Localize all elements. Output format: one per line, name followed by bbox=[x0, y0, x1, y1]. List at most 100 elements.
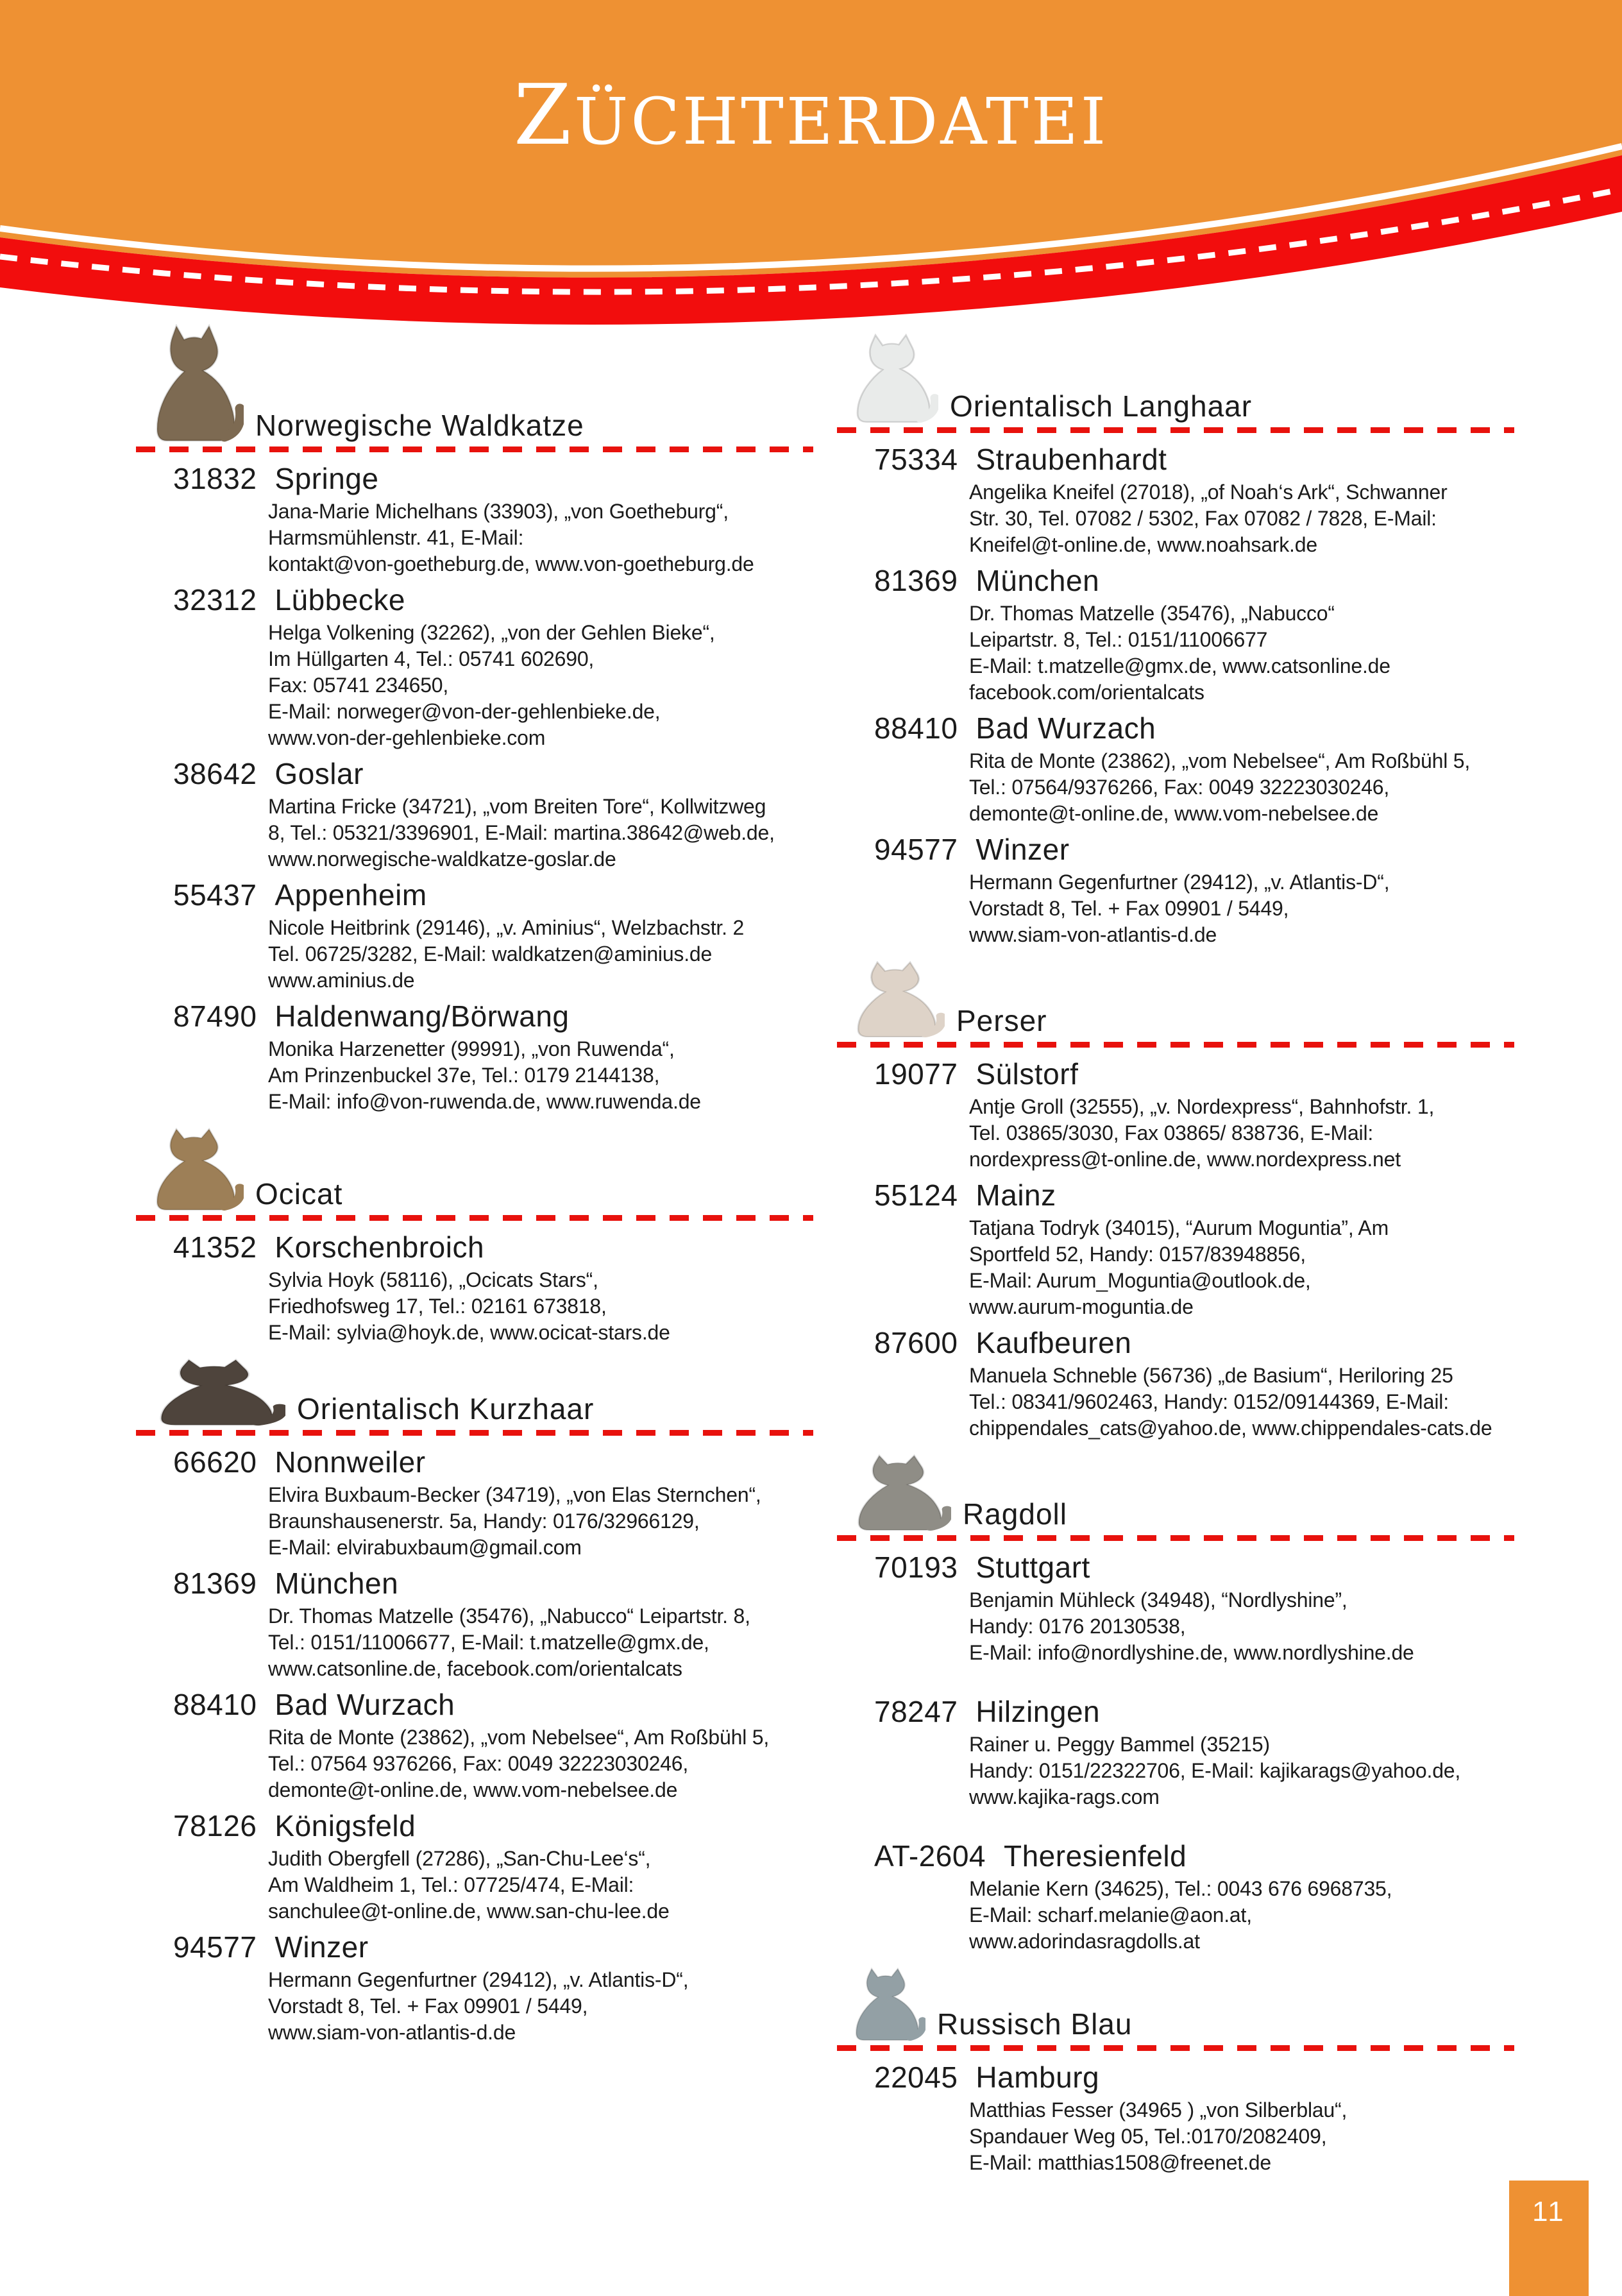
entry-heading: 75334 Straubenhardt bbox=[874, 443, 1522, 475]
entry-heading: 78126 Königsfeld bbox=[173, 1810, 821, 1842]
city-name: Straubenhardt bbox=[976, 443, 1167, 476]
breed-section: Orientalisch Langhaar 75334 Straubenhardt… bbox=[837, 334, 1522, 948]
detail-line: Am Prinzenbuckel 37e, Tel.: 0179 2144138… bbox=[268, 1064, 660, 1087]
breeder-details: Angelika Kneifel (27018), „of Noah‘s Ark… bbox=[874, 479, 1522, 558]
breeder-details: Dr. Thomas Matzelle (35476), „Nabucco“ L… bbox=[173, 1603, 821, 1682]
detail-line: Tel. 03865/3030, Fax 03865/ 838736, E-Ma… bbox=[969, 1121, 1374, 1144]
breeder-details: Sylvia Hoyk (58116), „Ocicats Stars“, Fri… bbox=[173, 1267, 821, 1346]
detail-line: Manuela Schneble (56736) „de Basium“, He… bbox=[969, 1364, 1453, 1387]
city-name: Hamburg bbox=[976, 2061, 1100, 2094]
entry-heading: 38642 Goslar bbox=[173, 758, 821, 790]
breeder-details: Hermann Gegenfurtner (29412), „v. Atlant… bbox=[874, 869, 1522, 948]
detail-line: Antje Groll (32555), „v. Nordexpress“, B… bbox=[969, 1095, 1435, 1118]
entry-heading: 81369 München bbox=[173, 1567, 821, 1599]
detail-line: sanchulee@t-online.de, www.san-chu-lee.d… bbox=[268, 1900, 670, 1923]
section-head: Perser bbox=[849, 961, 1522, 1038]
detail-line: Kneifel@t-online.de, www.noahsark.de bbox=[969, 533, 1317, 556]
breed-section: Perser 19077 Sülstorf Antje Groll (32555)… bbox=[837, 961, 1522, 1441]
oriental-longhair-photo bbox=[849, 334, 938, 423]
breeder-details: Elvira Buxbaum-Becker (34719), „von Elas… bbox=[173, 1482, 821, 1561]
breeder-entry: 78126 Königsfeld Judith Obergfell (27286)… bbox=[173, 1810, 821, 1925]
detail-line: www.norwegische-waldkatze-goslar.de bbox=[268, 847, 616, 871]
postal-code: 88410 bbox=[173, 1688, 257, 1721]
breeder-entry: 38642 Goslar Martina Fricke (34721), „vom… bbox=[173, 758, 821, 872]
ocicat-photo bbox=[148, 1128, 244, 1211]
entry-list: 31832 Springe Jana-Marie Michelhans (3390… bbox=[173, 463, 821, 1115]
detail-line: Tatjana Todryk (34015), “Aurum Moguntia”… bbox=[969, 1216, 1389, 1239]
oriental-shorthair-photo bbox=[148, 1359, 285, 1426]
entry-heading: 94577 Winzer bbox=[173, 1931, 821, 1963]
detail-line: Tel.: 07564 9376266, Fax: 0049 322230302… bbox=[268, 1752, 689, 1775]
breeder-details: Helga Volkening (32262), „von der Gehlen… bbox=[173, 620, 821, 751]
postal-code: 55437 bbox=[173, 878, 257, 912]
breeder-details: Judith Obergfell (27286), „San-Chu-Lee‘s… bbox=[173, 1846, 821, 1925]
postal-code: 94577 bbox=[173, 1930, 257, 1964]
postal-code: 94577 bbox=[874, 833, 958, 866]
section-divider bbox=[136, 446, 813, 452]
breeder-details: Monika Harzenetter (99991), „von Ruwenda… bbox=[173, 1036, 821, 1115]
breeder-details: Nicole Heitbrink (29146), „v. Aminius“, … bbox=[173, 915, 821, 994]
entry-heading: 31832 Springe bbox=[173, 463, 821, 495]
detail-line: Rita de Monte (23862), „vom Nebelsee“, A… bbox=[268, 1726, 770, 1749]
city-name: Stuttgart bbox=[976, 1551, 1090, 1584]
breeder-entry: 55124 Mainz Tatjana Todryk (34015), “Auru… bbox=[874, 1179, 1522, 1320]
detail-line: Hermann Gegenfurtner (29412), „v. Atlant… bbox=[969, 871, 1390, 894]
right-column: Orientalisch Langhaar 75334 Straubenhardt… bbox=[837, 334, 1522, 2189]
breed-section: Norwegische Waldkatze 31832 Springe Jana-… bbox=[136, 324, 821, 1115]
detail-line: Rainer u. Peggy Bammel (35215) bbox=[969, 1733, 1270, 1756]
breeder-details: Tatjana Todryk (34015), “Aurum Moguntia”… bbox=[874, 1215, 1522, 1320]
detail-line: Vorstadt 8, Tel. + Fax 09901 / 5449, bbox=[268, 1994, 588, 2018]
detail-line: Rita de Monte (23862), „vom Nebelsee“, A… bbox=[969, 749, 1471, 772]
entry-heading: 81369 München bbox=[874, 565, 1522, 597]
city-name: Winzer bbox=[976, 833, 1070, 866]
city-name: München bbox=[275, 1567, 399, 1600]
breed-heading: Norwegische Waldkatze bbox=[255, 409, 584, 442]
breeder-entry: 94577 Winzer Hermann Gegenfurtner (29412)… bbox=[173, 1931, 821, 2046]
breed-heading: Ragdoll bbox=[963, 1497, 1067, 1531]
entry-list: 66620 Nonnweiler Elvira Buxbaum-Becker (3… bbox=[173, 1446, 821, 2046]
page-number-badge: 11 bbox=[1509, 2181, 1589, 2296]
entry-heading: 19077 Sülstorf bbox=[874, 1058, 1522, 1090]
section-head: Orientalisch Kurzhaar bbox=[148, 1359, 821, 1426]
detail-line: Vorstadt 8, Tel. + Fax 09901 / 5449, bbox=[969, 897, 1289, 920]
page-header: ZÜCHTERDATEI bbox=[0, 0, 1622, 423]
entry-list: 75334 Straubenhardt Angelika Kneifel (270… bbox=[874, 443, 1522, 948]
detail-line: www.catsonline.de, facebook.com/oriental… bbox=[268, 1657, 682, 1680]
city-name: Sülstorf bbox=[976, 1057, 1079, 1091]
section-head: Ragdoll bbox=[849, 1454, 1522, 1531]
postal-code: 87490 bbox=[173, 999, 257, 1033]
postal-code: 81369 bbox=[173, 1567, 257, 1600]
entry-heading: 22045 Hamburg bbox=[874, 2061, 1522, 2093]
detail-line: Nicole Heitbrink (29146), „v. Aminius“, … bbox=[268, 916, 745, 939]
postal-code: 87600 bbox=[874, 1326, 958, 1359]
detail-line: www.von-der-gehlenbieke.com bbox=[268, 726, 546, 749]
detail-line: facebook.com/orientalcats bbox=[969, 681, 1204, 704]
page-number: 11 bbox=[1532, 2196, 1566, 2227]
postal-code: 38642 bbox=[173, 757, 257, 790]
detail-line: Dr. Thomas Matzelle (35476), „Nabucco“ L… bbox=[268, 1604, 750, 1628]
detail-line: Spandauer Weg 05, Tel.:0170/2082409, bbox=[969, 2125, 1327, 2148]
breed-heading: Russisch Blau bbox=[937, 2007, 1133, 2041]
detail-line: Am Waldheim 1, Tel.: 07725/474, E-Mail: bbox=[268, 1873, 634, 1896]
detail-line: Dr. Thomas Matzelle (35476), „Nabucco“ bbox=[969, 602, 1335, 625]
entry-list: 41352 Korschenbroich Sylvia Hoyk (58116),… bbox=[173, 1231, 821, 1346]
breeder-entry: AT-2604 Theresienfeld Melanie Kern (34625… bbox=[874, 1840, 1522, 1955]
detail-line: Judith Obergfell (27286), „San-Chu-Lee‘s… bbox=[268, 1847, 651, 1870]
city-name: München bbox=[976, 564, 1100, 597]
detail-line: Tel.: 08341/9602463, Handy: 0152/0914436… bbox=[969, 1390, 1449, 1413]
breed-heading: Orientalisch Kurzhaar bbox=[297, 1392, 595, 1425]
entry-list: 70193 Stuttgart Benjamin Mühleck (34948),… bbox=[874, 1551, 1522, 1955]
detail-line: Tel. 06725/3282, E-Mail: waldkatzen@amin… bbox=[268, 942, 713, 965]
city-name: Königsfeld bbox=[275, 1809, 416, 1842]
entry-heading: 66620 Nonnweiler bbox=[173, 1446, 821, 1478]
breeder-entry: 19077 Sülstorf Antje Groll (32555), „v. N… bbox=[874, 1058, 1522, 1173]
breeder-details: Dr. Thomas Matzelle (35476), „Nabucco“ Le… bbox=[874, 600, 1522, 706]
postal-code: 32312 bbox=[173, 583, 257, 617]
city-name: Bad Wurzach bbox=[976, 711, 1156, 745]
city-name: Hilzingen bbox=[976, 1695, 1101, 1728]
detail-line: Melanie Kern (34625), Tel.: 0043 676 696… bbox=[969, 1877, 1392, 1900]
breeder-entry: 81369 München Dr. Thomas Matzelle (35476)… bbox=[173, 1567, 821, 1682]
entry-heading: 88410 Bad Wurzach bbox=[874, 712, 1522, 744]
detail-line: Handy: 0176 20130538, bbox=[969, 1615, 1186, 1638]
